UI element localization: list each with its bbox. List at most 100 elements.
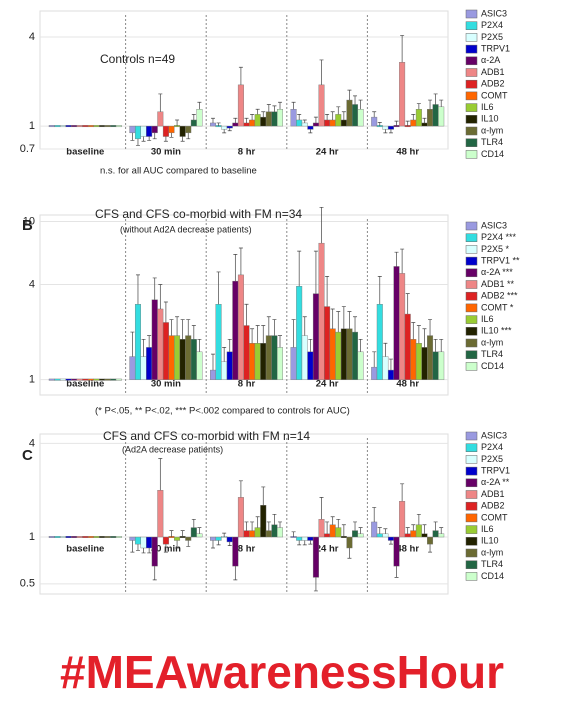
bar (140, 536, 147, 549)
error-bar (439, 99, 444, 107)
bar (335, 114, 342, 127)
error-bar (353, 95, 358, 105)
chart-subtitle: (Ad2A decrease patients) (122, 444, 223, 454)
error-bar (319, 496, 324, 520)
error-bar (244, 303, 249, 326)
bar (196, 351, 203, 380)
legend-swatch (465, 443, 478, 452)
error-bar (428, 99, 433, 110)
legend-swatch (465, 362, 478, 371)
chart-title: CFS and CFS co-morbid with FM n=14 (103, 429, 310, 443)
bar (134, 304, 141, 380)
bar (260, 505, 267, 538)
chart-note: n.s. for all AUC compared to baseline (100, 166, 257, 177)
error-bar (353, 316, 358, 333)
hashtag: #MEAwarenessHour (60, 646, 504, 698)
bar (382, 356, 389, 380)
bar (371, 116, 378, 127)
bar (243, 122, 250, 127)
error-bar (411, 114, 416, 120)
bar (99, 378, 106, 381)
bar (335, 527, 342, 538)
legend-swatch (465, 9, 478, 19)
bar (185, 335, 192, 380)
error-bar (222, 347, 227, 362)
bar (87, 378, 94, 381)
error-bar (158, 458, 163, 491)
legend-label: P2X4 *** (481, 232, 517, 242)
legend-swatch (465, 315, 478, 324)
bar (387, 536, 394, 541)
bar (271, 524, 278, 538)
error-bar (233, 117, 238, 123)
bar (290, 347, 297, 380)
bar (115, 536, 122, 538)
bar (324, 306, 331, 380)
bar (87, 125, 94, 128)
error-bar (244, 117, 249, 123)
error-bar (422, 524, 427, 534)
error-bar (163, 301, 168, 323)
error-bar (341, 111, 346, 120)
bar (93, 378, 100, 381)
error-bar (135, 544, 140, 551)
bar (296, 119, 303, 127)
error-bar (416, 513, 421, 525)
legend-label: ASIC3 (481, 220, 507, 230)
bar (301, 335, 308, 380)
legend-swatch (465, 327, 478, 336)
error-bar (302, 119, 307, 123)
bar (190, 527, 197, 538)
chart-subtitle: (without Ad2A decrease patients) (120, 224, 252, 234)
bar (59, 536, 66, 538)
x-tick-label: baseline (66, 544, 104, 555)
error-bar (130, 132, 135, 141)
bar (301, 536, 308, 541)
bar (399, 273, 406, 380)
plot-frame (39, 433, 449, 595)
error-bar (191, 325, 196, 340)
bar (65, 125, 72, 128)
bar (438, 351, 445, 380)
bar (307, 125, 314, 130)
x-tick-label: 24 hr (316, 379, 339, 390)
error-bar (341, 306, 346, 329)
legend-label: COMT * (481, 302, 514, 312)
bar (129, 536, 136, 541)
error-bar (216, 540, 221, 546)
error-bar (388, 358, 393, 371)
bar (162, 322, 169, 380)
error-bar (197, 101, 202, 110)
x-tick-label: 8 hr (238, 544, 256, 555)
error-bar (255, 516, 260, 528)
error-bar (308, 129, 313, 134)
bar (76, 536, 83, 538)
error-bar (325, 114, 330, 120)
bar (185, 125, 192, 134)
bar (324, 533, 331, 538)
legend-swatch (465, 233, 478, 242)
error-bar (186, 540, 191, 547)
bar (151, 536, 158, 567)
legend-label: IL10 (481, 114, 499, 124)
bar (371, 521, 378, 538)
bar (82, 125, 89, 128)
error-bar (272, 105, 277, 112)
bar (432, 351, 439, 380)
bar (179, 125, 186, 137)
bar (312, 122, 319, 127)
bar (226, 125, 233, 129)
error-bar (377, 121, 382, 127)
error-bar (191, 518, 196, 528)
error-bar (272, 513, 277, 525)
chart-title: CFS and CFS co-morbid with FM n=34 (95, 207, 302, 221)
bar (157, 308, 164, 380)
legend-swatch (465, 56, 478, 66)
error-bar (130, 331, 135, 357)
bar (357, 351, 364, 380)
error-bar (353, 521, 358, 531)
bar (329, 328, 336, 380)
bar (140, 125, 147, 137)
bar (415, 343, 422, 380)
legend-swatch (465, 478, 478, 488)
